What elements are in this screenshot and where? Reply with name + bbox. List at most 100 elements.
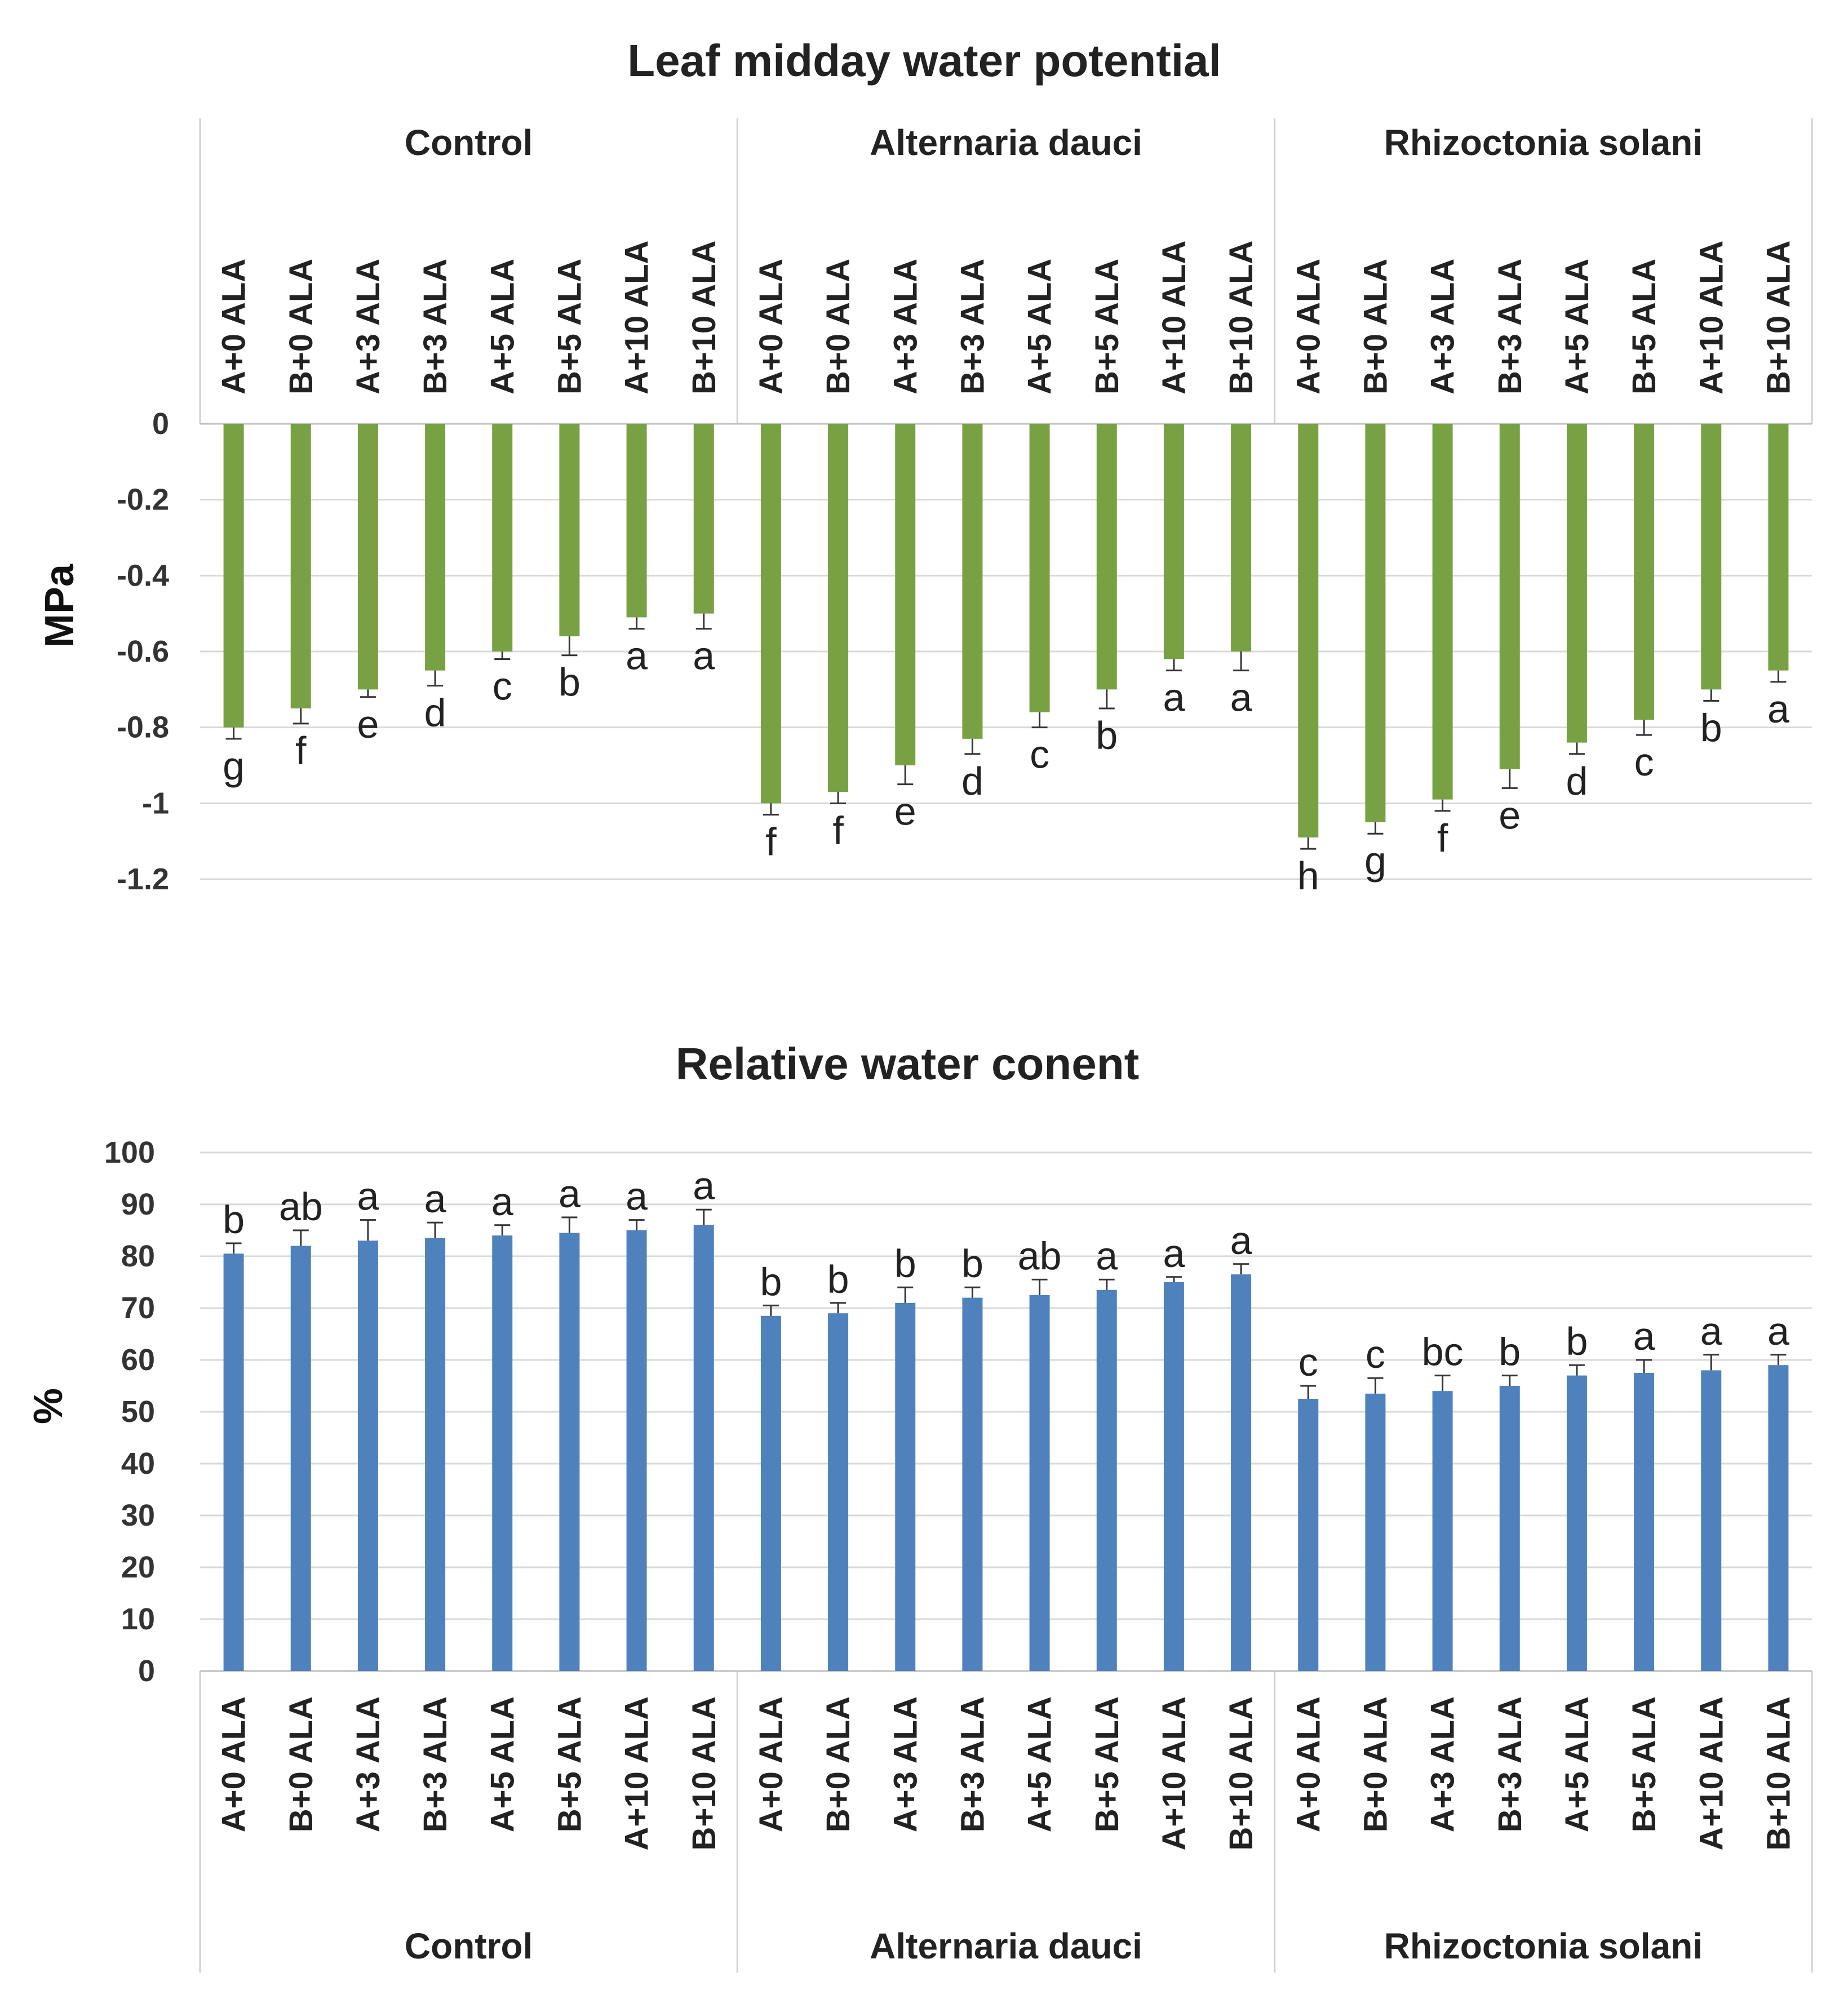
category-label: A+3 ALA [350,1696,387,1832]
significance-letter: a [693,1164,715,1208]
category-label: B+3 ALA [954,1696,991,1832]
bar [760,424,781,804]
significance-letter: g [223,744,245,788]
y-tick-label: 30 [121,1499,155,1532]
y-tick-label: -1 [142,786,169,820]
category-label: B+3 ALA [417,1696,454,1832]
category-label: A+3 ALA [887,259,924,395]
y-tick-label: 0 [138,1654,155,1688]
significance-letter: c [1299,1340,1318,1384]
bar [1432,1391,1453,1671]
category-label: B+0 ALA [283,1696,320,1832]
significance-letter: e [357,702,379,746]
chart1-bars [223,424,1789,837]
category-label: A+3 ALA [350,259,387,395]
category-label: A+10 ALA [1156,241,1193,395]
significance-letter: c [1366,1332,1385,1376]
bar [1499,1386,1520,1671]
category-label: B+0 ALA [1357,1696,1394,1832]
category-label: A+5 ALA [484,259,521,395]
group-label: Alternaria dauci [870,122,1142,163]
significance-letter: b [1096,713,1118,757]
chart2-title: Relative water conent [676,1039,1140,1089]
bar [357,424,378,690]
group-label: Control [405,1926,533,1966]
chart1-y-axis-label: MPa [37,564,82,648]
category-label: A+3 ALA [887,1696,924,1832]
category-label: B+10 ALA [686,1696,723,1850]
bar [1029,1295,1050,1671]
category-label: B+3 ALA [1492,259,1528,395]
significance-letter: d [961,759,983,803]
y-tick-label: 40 [121,1447,155,1481]
significance-letter: a [1700,1309,1722,1353]
category-label: A+5 ALA [1559,259,1596,395]
significance-letter: e [894,790,916,834]
category-label: A+5 ALA [1022,259,1058,395]
bar [1096,424,1117,690]
bar [1163,424,1184,659]
chart2-error-bars [225,1208,1787,1399]
chart2-bars [223,1225,1789,1671]
bar [1298,424,1319,837]
significance-letter: a [1163,676,1185,720]
category-label: B+3 ALA [417,259,454,395]
bar [1029,424,1050,712]
category-label: B+5 ALA [1089,1696,1125,1832]
chart1-error-bars [225,613,1787,850]
chart2-group-dividers [199,1670,1813,1973]
y-tick-label: -0.2 [117,483,169,517]
chart1-y-tick-labels: 0 -0.2 -0.4 -0.6 -0.8 -1 -1.2 [117,407,169,896]
significance-letter: a [1767,687,1789,731]
bar [693,424,714,614]
group-label: Control [405,122,533,163]
y-tick-label: 10 [121,1602,155,1636]
significance-letter: b [1566,1319,1588,1363]
category-label: A+10 ALA [1156,1696,1193,1850]
significance-letter: ab [1018,1234,1062,1278]
bar [425,424,446,671]
significance-letter: a [1633,1314,1655,1358]
group-label: Rhizoctonia solani [1384,1926,1703,1966]
bar [1701,424,1722,690]
significance-letter: bc [1422,1330,1464,1374]
bar [693,1225,714,1671]
significance-letter: g [1364,839,1386,883]
significance-letter: c [1030,733,1049,777]
significance-letter: b [1499,1330,1521,1374]
category-label: B+5 ALA [1089,259,1125,395]
significance-letter: ab [279,1185,323,1229]
category-label: B+0 ALA [1357,259,1394,395]
significance-letter: b [760,1260,782,1304]
significance-letter: a [1230,676,1252,720]
bar [1634,1373,1655,1671]
chart2-significance-letters: b ab a a a a a ab b b b ab a a ac c bc b b a a a [223,1164,1789,1384]
category-label: A+5 ALA [484,1696,521,1832]
category-label: B+10 ALA [1223,241,1260,395]
significance-letter: f [295,729,307,773]
chart1-category-labels: A+0 ALA B+0 ALA A+3 ALA B+3 ALA A+5 ALA B+5 A… [216,241,1797,395]
bar [828,424,849,792]
significance-letter: c [493,664,512,708]
category-label: B+10 ALA [1223,1696,1260,1850]
category-label: B+0 ALA [820,1696,857,1832]
chart1-significance-letters: g f e d c b a a f f e d c b a a h g f e d c b a [223,634,1789,898]
significance-letter: a [491,1180,513,1224]
significance-letter: f [765,820,777,864]
bar [1163,1282,1184,1671]
chart2-category-labels: A+0 ALA B+0 ALA A+3 ALA B+3 ALA A+5 ALA B+5 A… [216,1696,1797,1850]
bar [895,424,916,765]
category-label: A+10 ALA [619,241,655,395]
bar [626,424,647,618]
group-label: Rhizoctonia solani [1384,122,1703,163]
y-tick-label: -0.6 [117,635,169,668]
bar [1231,424,1252,652]
chart2-y-tick-labels: 0 10 20 30 40 50 60 70 80 90 100 [104,1136,155,1688]
category-label: A+0 ALA [753,259,790,395]
bar [1499,424,1520,769]
bar [760,1315,781,1671]
bar [559,1233,580,1671]
category-label: B+5 ALA [551,1696,588,1832]
